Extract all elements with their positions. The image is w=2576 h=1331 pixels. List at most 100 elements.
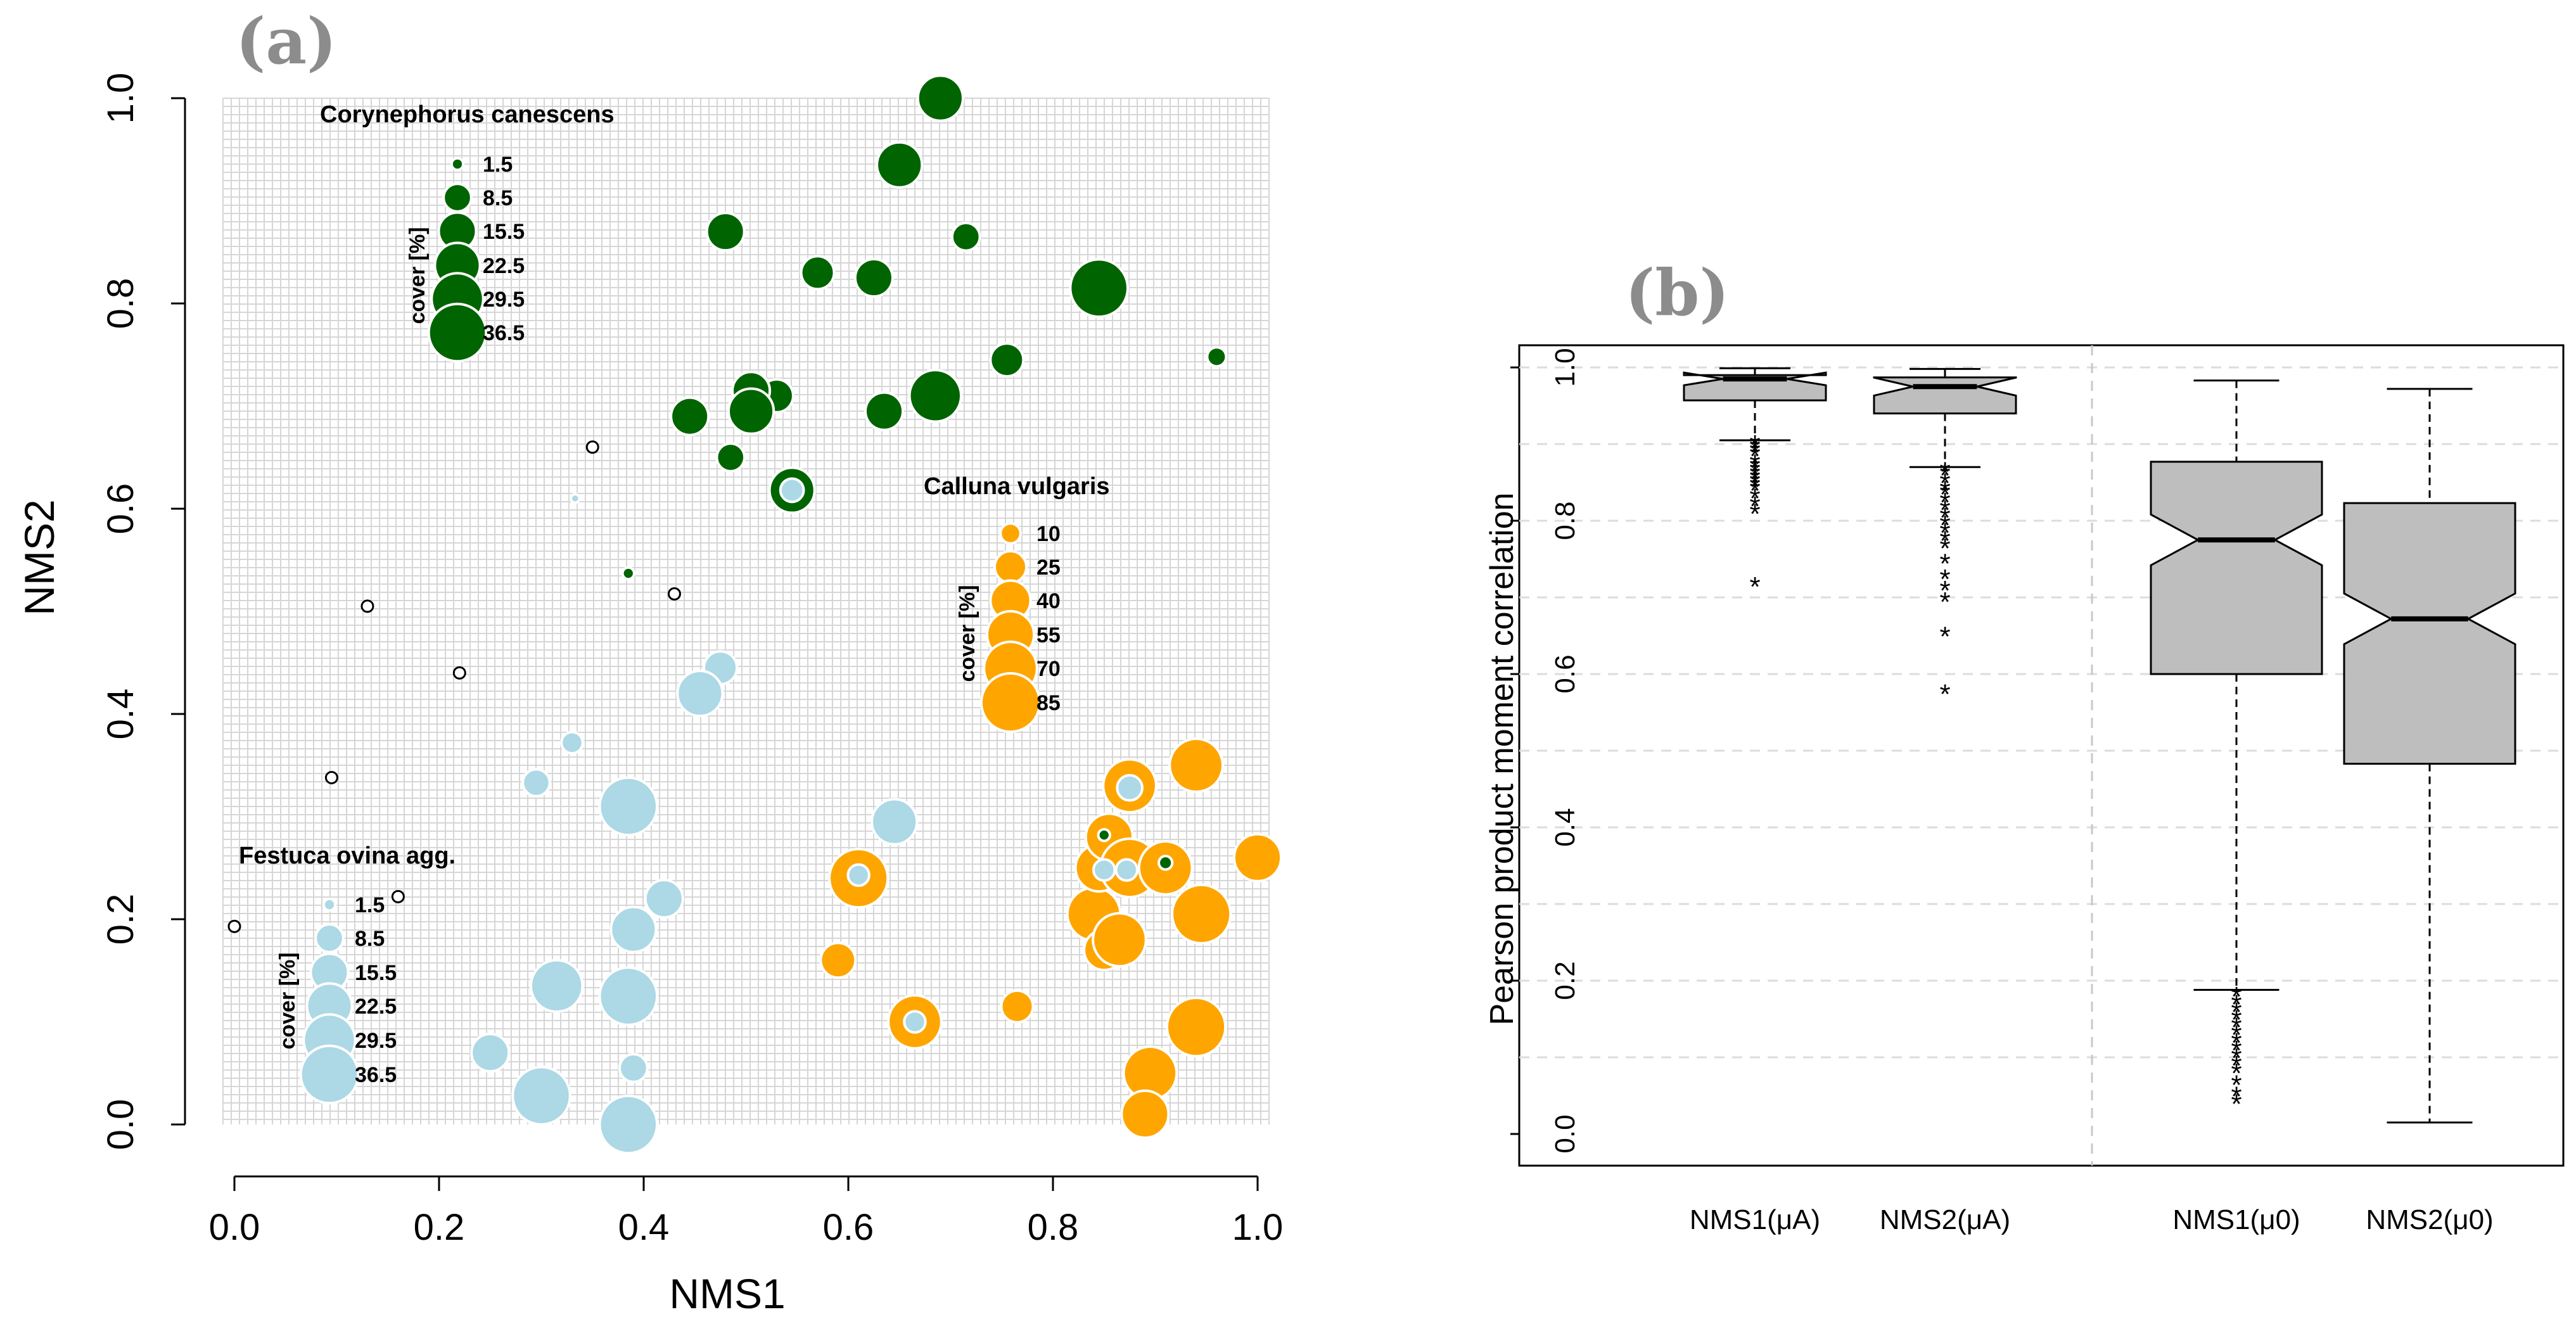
outlier: * <box>1749 571 1760 602</box>
point-calluna <box>1166 997 1227 1058</box>
outlier: * <box>1939 575 1950 606</box>
outlier: * <box>2231 1089 2241 1120</box>
x-tick-label: NMS1(μ0) <box>2172 1204 2300 1235</box>
outlier: * <box>1749 456 1760 487</box>
legend-swatch <box>979 672 1042 734</box>
plot-frame <box>1518 344 2565 1167</box>
outlier: * <box>1749 464 1760 495</box>
outlier: * <box>1939 678 1950 710</box>
series-calluna <box>819 737 1283 1139</box>
legend-festuca: Festuca ovina agg. cover [%] 1.5 8.5 15.5 2… <box>239 843 456 1105</box>
outlier: * <box>1749 468 1760 499</box>
point-festuca <box>609 905 658 953</box>
x-tick-label: 1.0 <box>1232 1207 1284 1248</box>
outlier: * <box>2231 981 2241 1012</box>
point-corynephorus <box>1097 827 1111 843</box>
legend-title: Festuca ovina agg. <box>239 843 456 869</box>
point-festuca <box>676 670 724 718</box>
point-festuca <box>570 493 581 504</box>
point-calluna <box>1232 832 1283 882</box>
panel-a-scatter: (a) 0.0 0.2 0.4 0.6 0.8 1.0 0.0 0.2 0.4 0.6 0.8 1.0… <box>16 4 1283 1317</box>
outlier: * <box>1939 480 1950 511</box>
x-tick-label: NMS2(μA) <box>1880 1204 2010 1235</box>
x-tick-label: NMS1(μA) <box>1690 1204 1820 1235</box>
outlier: * <box>2231 1005 2241 1036</box>
box-2: ****************** <box>1873 367 2017 710</box>
point-corynephorus <box>1069 258 1129 319</box>
outlier: * <box>1749 460 1760 491</box>
box-4 <box>2343 388 2516 1124</box>
point-festuca <box>870 798 919 846</box>
legend-calluna: Calluna vulgaris cover [%] 10 25 40 55 70 85 <box>924 473 1110 734</box>
y-tick-label: 1.0 <box>1550 348 1581 386</box>
point-festuca <box>779 477 805 504</box>
point-corynephorus <box>1157 855 1174 871</box>
outlier: * <box>2231 1043 2241 1074</box>
outlier: * <box>1939 549 1950 580</box>
outlier: * <box>2231 1058 2241 1089</box>
y-tick-label: 0.0 <box>100 1099 141 1150</box>
legend-title: Corynephorus canescens <box>320 101 615 128</box>
point-corynephorus <box>705 212 746 252</box>
legend-value: 70 <box>1036 657 1061 681</box>
point-other <box>452 666 466 680</box>
point-corynephorus <box>1206 346 1228 368</box>
point-festuca <box>618 1053 649 1083</box>
point-festuca <box>903 1010 927 1034</box>
point-festuca <box>511 1066 571 1126</box>
point-calluna <box>1000 989 1035 1024</box>
axes: 0.0 0.2 0.4 0.6 0.8 1.0 0.0 0.2 0.4 0.6 0.8 1.0 <box>100 73 1283 1248</box>
point-calluna <box>819 941 857 979</box>
box-body <box>2343 502 2516 765</box>
x-tick-label: 0.8 <box>1028 1207 1079 1248</box>
box-1: **************** <box>1683 367 1827 602</box>
legend-value: 22.5 <box>483 254 525 278</box>
point-festuca <box>470 1033 511 1073</box>
point-festuca <box>521 768 551 798</box>
y-axis-title: Pearson product moment correlation <box>1484 492 1521 1025</box>
legend-value: 36.5 <box>355 1063 397 1087</box>
outlier: * <box>1939 510 1950 541</box>
outlier: * <box>1749 437 1760 468</box>
y-tick-label: 0.8 <box>100 278 141 329</box>
outlier: * <box>1749 433 1760 464</box>
point-festuca <box>560 730 584 755</box>
point-festuca <box>644 879 684 919</box>
point-calluna <box>1092 912 1147 968</box>
point-corynephorus <box>621 566 635 581</box>
legend-swatch <box>314 923 345 953</box>
legend-value: 25 <box>1036 556 1061 580</box>
point-other <box>391 889 405 903</box>
point-corynephorus <box>670 396 710 436</box>
point-festuca <box>529 958 584 1014</box>
outlier: * <box>1749 452 1760 483</box>
legend-swatch <box>322 897 337 912</box>
series-festuca <box>470 477 1144 1155</box>
x-tick-labels: NMS1(μA) NMS2(μA) NMS1(μ0) NMS2(μ0) <box>1690 1204 2494 1235</box>
outlier: * <box>2231 989 2241 1020</box>
legend-value: 40 <box>1036 589 1061 613</box>
legend-value: 36.5 <box>483 321 525 345</box>
y-tick-label: 0.6 <box>1550 654 1581 693</box>
y-tick-label: 0.8 <box>1550 501 1581 540</box>
y-tick-label: 0.0 <box>1550 1114 1581 1153</box>
y-tick-label: 0.4 <box>1550 808 1581 846</box>
legend-value: 15.5 <box>355 961 397 985</box>
point-corynephorus <box>853 257 894 298</box>
point-festuca <box>598 966 659 1026</box>
legend-value: 10 <box>1036 522 1061 546</box>
point-festuca <box>598 776 659 837</box>
outlier: * <box>1939 502 1950 533</box>
outlier: * <box>1939 476 1950 507</box>
x-tick-label: 0.2 <box>414 1207 465 1248</box>
boxes: ****************************************… <box>1683 367 2516 1124</box>
legend-unit: cover [%] <box>955 585 979 682</box>
legend-swatch <box>993 550 1028 584</box>
outlier: * <box>1939 495 1950 526</box>
y-tick-label: 0.6 <box>100 483 141 535</box>
legend-value: 29.5 <box>355 1029 397 1053</box>
point-other <box>667 587 681 601</box>
outlier: * <box>1939 460 1950 491</box>
y-tick-label: 0.4 <box>100 689 141 740</box>
